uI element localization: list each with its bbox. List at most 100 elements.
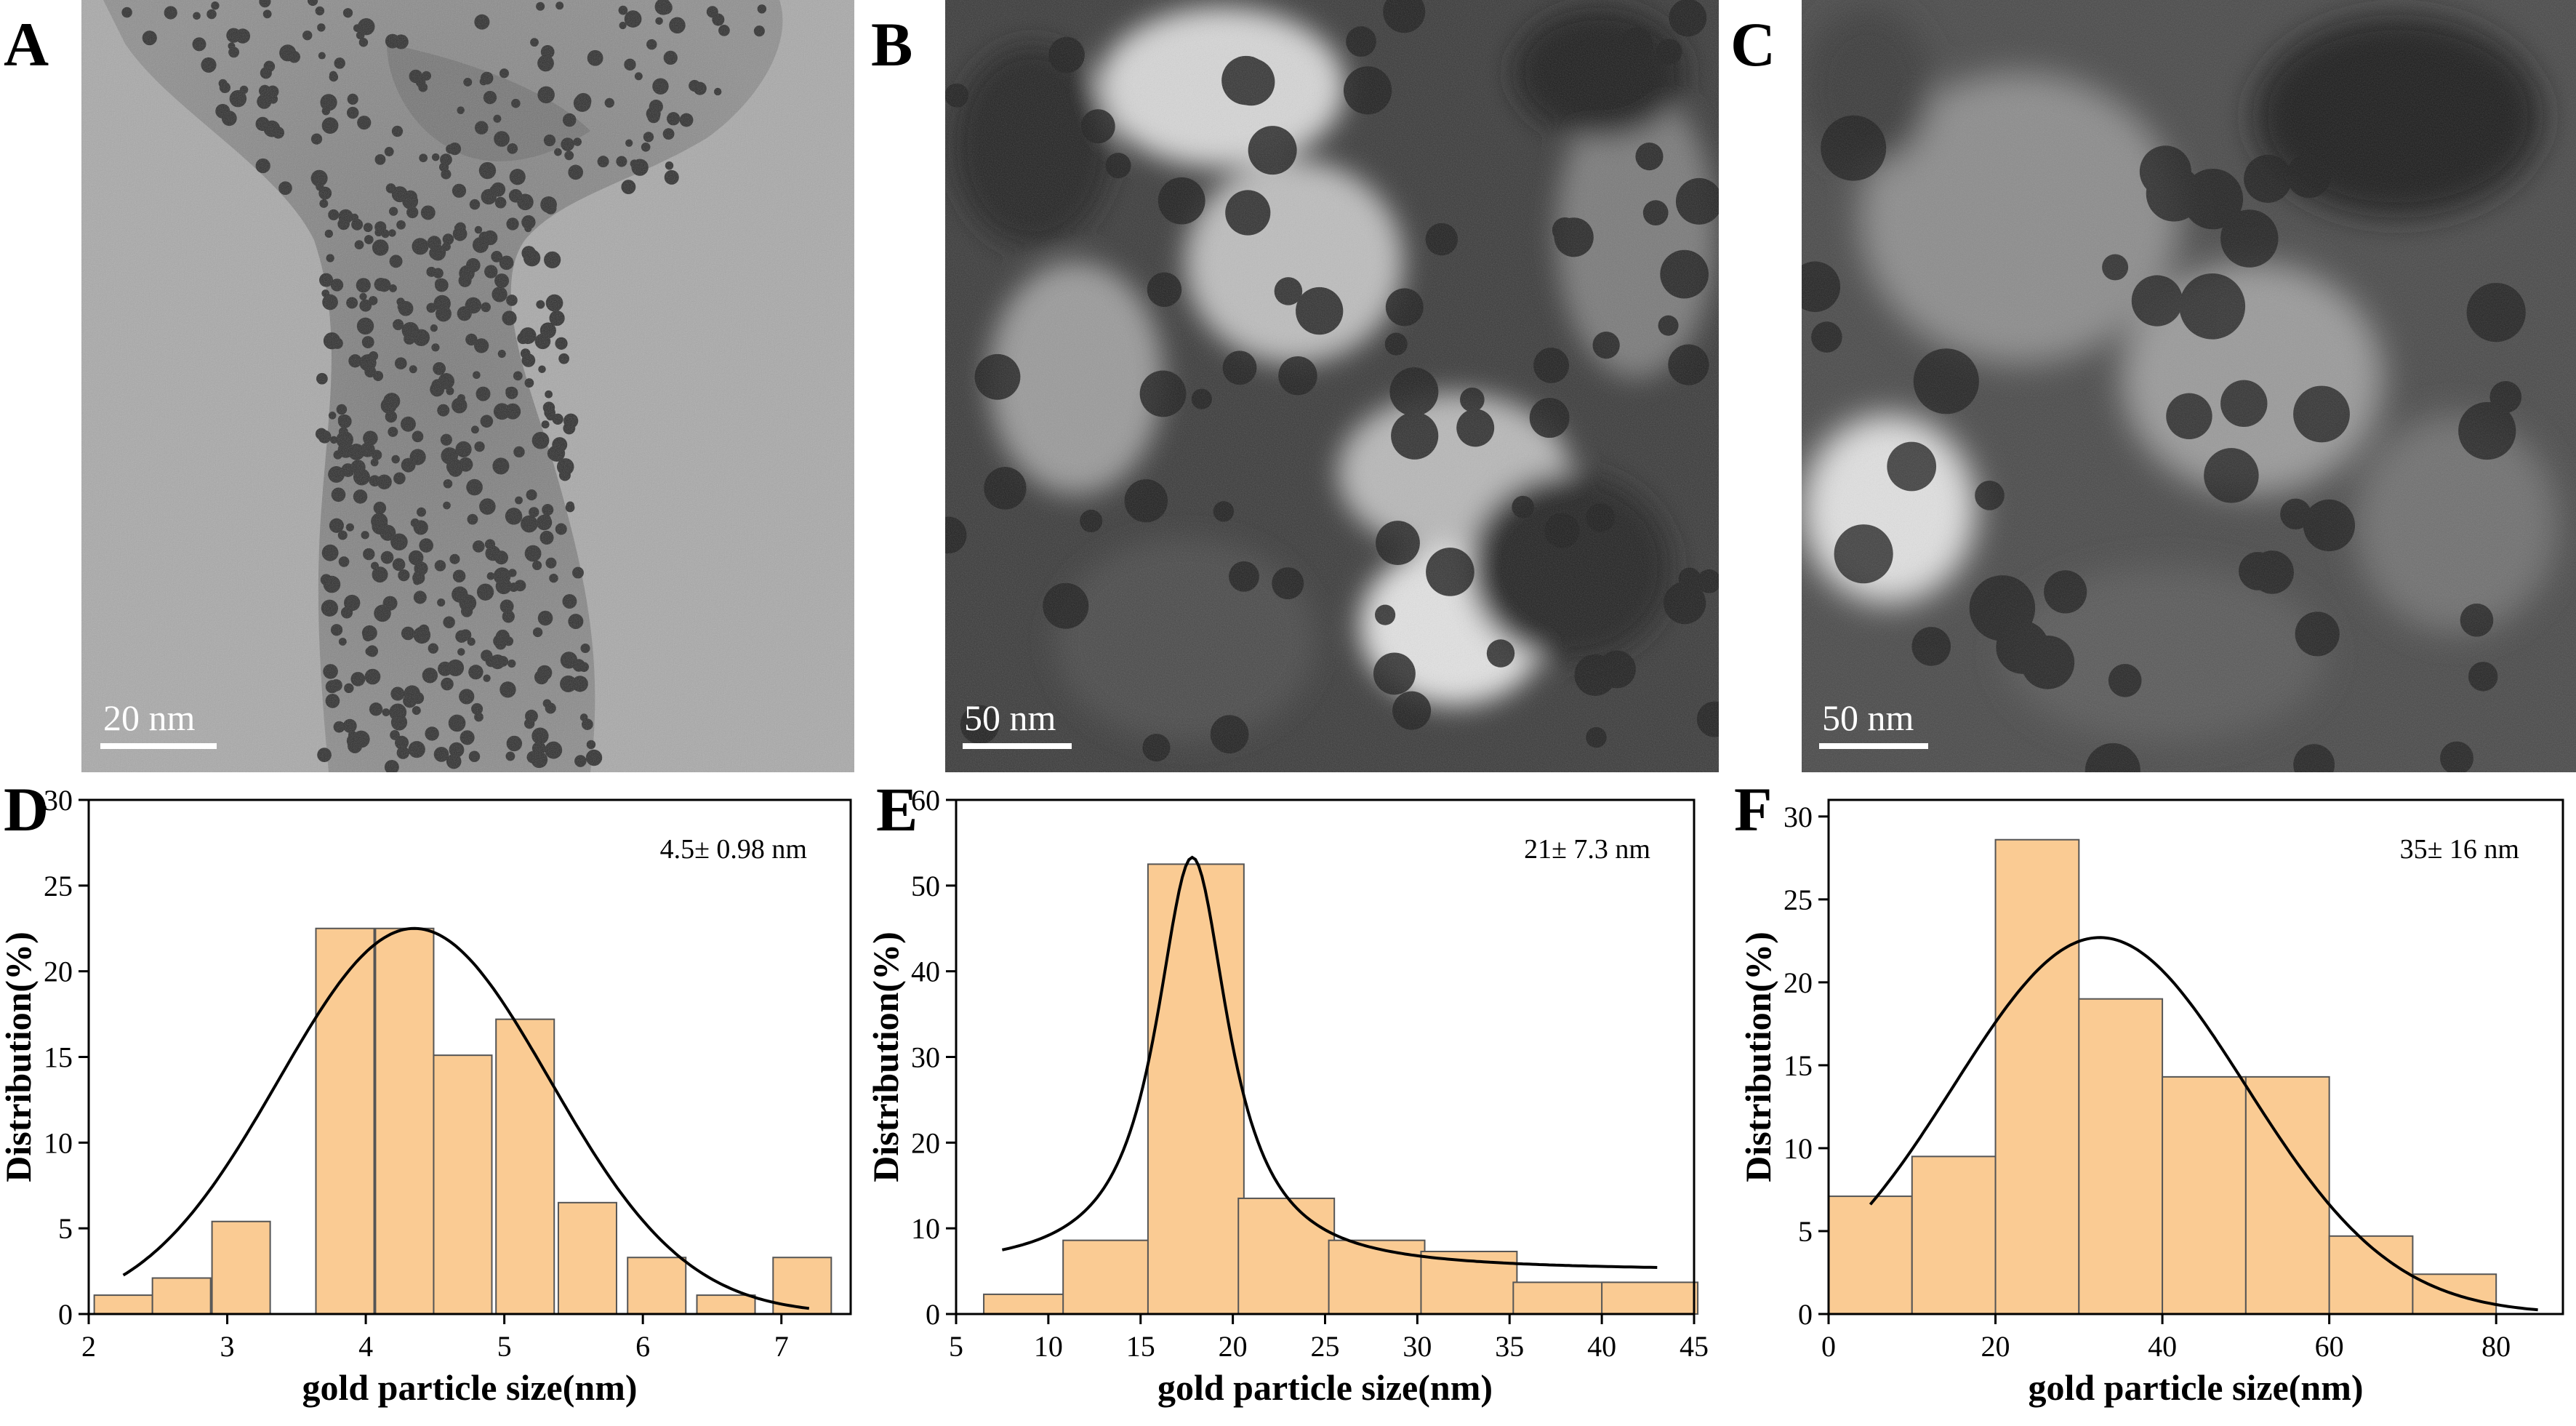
chart-f-bar-3 — [2078, 998, 2164, 1315]
chart-d-ylabel: Distribution(%) — [0, 932, 39, 1182]
chart-e-xtick-label-2: 15 — [1126, 1330, 1155, 1363]
chart-f-svg: 0 20 40 60 80 0 5 10 15 20 25 30 gold particle size(… — [1738, 798, 2564, 1408]
chart-d-ytick-label-5: 25 — [44, 870, 73, 902]
chart-f-bar-4 — [2162, 1075, 2247, 1315]
chart-f-xtick-label-1: 20 — [1981, 1330, 2010, 1363]
chart-e-bar-6 — [1512, 1281, 1610, 1315]
chart-f-bar-5 — [2244, 1075, 2330, 1315]
chart-d-ytick-label-1: 5 — [58, 1212, 73, 1245]
chart-f-xlabel: gold particle size(nm) — [2028, 1367, 2363, 1408]
chart-e-bar-4 — [1328, 1239, 1426, 1315]
chart-f-xtick-label-4: 80 — [2481, 1330, 2511, 1363]
panel-letter-c: C — [1730, 9, 1776, 79]
chart-d-bar-5 — [433, 1054, 493, 1315]
chart-d-svg: 2 3 4 5 6 7 0 5 10 15 20 25 30 gold particle size(nm)… — [0, 784, 852, 1408]
chart-d-bar-1 — [151, 1277, 212, 1315]
panel-letter-b: B — [871, 9, 913, 79]
chart-f-bar-2 — [1994, 838, 2080, 1315]
chart-e-annotation: 21± 7.3 nm — [1524, 834, 1650, 865]
chart-f-frame — [1827, 798, 2564, 1315]
chart-e-xtick-label-6: 35 — [1495, 1330, 1524, 1363]
chart-d-ytick-label-3: 15 — [44, 1041, 73, 1074]
chart-e-xtick-label-4: 25 — [1311, 1330, 1340, 1363]
micrograph-a: 20 nm — [81, 0, 854, 772]
scalebar-label-a: 20 nm — [103, 697, 196, 738]
chart-f-xtick-label-0: 0 — [1821, 1330, 1836, 1363]
chart-e-svg: 5 10 15 20 25 30 35 40 45 0 10 20 30 40 50 60 gold parti… — [865, 784, 1709, 1408]
chart-e-xtick-label-3: 20 — [1219, 1330, 1248, 1363]
chart-e-bar-2 — [1147, 863, 1245, 1315]
chart-f-bar-6 — [2328, 1235, 2414, 1315]
chart-f-ytick-label-5: 25 — [1783, 884, 1813, 916]
chart-d-bar-6 — [495, 1018, 555, 1315]
chart-d-ytick-label-4: 20 — [44, 956, 73, 988]
micrograph-a-image — [81, 0, 854, 772]
chart-e: 5 10 15 20 25 30 35 40 45 0 10 20 30 40 50 60 gold parti… — [858, 772, 1723, 1422]
chart-d-xtick-label-3: 5 — [497, 1330, 512, 1363]
chart-e-ytick-label-0: 0 — [926, 1298, 940, 1331]
chart-d-xtick-label-4: 6 — [635, 1330, 650, 1363]
chart-f-ytick-label-4: 20 — [1783, 966, 1813, 999]
chart-d-fit-curve — [122, 926, 810, 1310]
chart-f-bar-0 — [1828, 1195, 1913, 1315]
chart-f-ytick-label-6: 30 — [1783, 801, 1813, 833]
chart-d-ytick-label-6: 30 — [44, 784, 73, 817]
chart-d-xlabel: gold particle size(nm) — [302, 1367, 637, 1408]
chart-e-bar-3 — [1237, 1197, 1336, 1315]
scalebar-line-c — [1819, 743, 1928, 749]
chart-d-xtick-label-5: 7 — [774, 1330, 789, 1363]
chart-d-bar-9 — [696, 1294, 756, 1315]
chart-e-ytick-label-6: 60 — [911, 784, 940, 817]
chart-d-bar-4 — [374, 927, 435, 1315]
chart-d-bar-3 — [315, 927, 375, 1315]
chart-e-xtick-label-7: 40 — [1587, 1330, 1616, 1363]
chart-e-bar-7 — [1601, 1281, 1699, 1315]
chart-d-bar-0 — [93, 1294, 153, 1315]
chart-d-xtick-label-1: 3 — [220, 1330, 235, 1363]
micrograph-c: 50 nm — [1802, 0, 2576, 772]
chart-f-ytick-label-2: 10 — [1783, 1132, 1813, 1165]
micrograph-b: 50 nm — [945, 0, 1719, 772]
chart-f-bar-1 — [1911, 1155, 1997, 1315]
chart-d-xtick-label-0: 2 — [81, 1330, 96, 1363]
chart-d-bar-8 — [627, 1257, 687, 1315]
chart-f-fit-curve — [1869, 936, 2538, 1312]
chart-e-ytick-label-4: 40 — [911, 956, 940, 988]
panel-letter-a: A — [4, 9, 49, 79]
chart-e-ylabel: Distribution(%) — [865, 932, 906, 1182]
scalebar-label-c: 50 nm — [1822, 697, 1914, 738]
chart-e-ytick-label-3: 30 — [911, 1041, 940, 1074]
chart-f-annotation: 35± 16 nm — [2400, 834, 2519, 865]
chart-e-ytick-label-1: 10 — [911, 1212, 940, 1245]
chart-e-fit-curve — [1001, 855, 1658, 1269]
chart-e-bar-1 — [1062, 1239, 1160, 1315]
panel-letter-f: F — [1734, 774, 1773, 844]
chart-f: 0 20 40 60 80 0 5 10 15 20 25 30 gold particle size(… — [1723, 772, 2576, 1422]
scalebar-line-a — [100, 743, 217, 749]
chart-e-xtick-label-1: 10 — [1034, 1330, 1063, 1363]
chart-d-annotation: 4.5± 0.98 nm — [660, 834, 807, 865]
panel-letter-d: D — [4, 774, 49, 844]
chart-f-ytick-label-3: 15 — [1783, 1049, 1813, 1082]
chart-d-ytick-label-0: 0 — [58, 1298, 73, 1331]
chart-e-xlabel: gold particle size(nm) — [1157, 1367, 1493, 1408]
chart-d-xtick-label-2: 4 — [358, 1330, 373, 1363]
chart-e-xtick-label-0: 5 — [949, 1330, 963, 1363]
chart-f-ytick-label-0: 0 — [1798, 1298, 1813, 1331]
chart-d: 2 3 4 5 6 7 0 5 10 15 20 25 30 gold particle size(nm)… — [0, 772, 858, 1422]
micrograph-c-image — [1802, 0, 2576, 772]
chart-f-xtick-label-3: 60 — [2315, 1330, 2344, 1363]
chart-e-xtick-label-5: 30 — [1403, 1330, 1432, 1363]
chart-f-xtick-label-2: 40 — [2148, 1330, 2177, 1363]
panel-letter-e: E — [876, 774, 918, 844]
chart-f-ytick-label-1: 5 — [1798, 1215, 1813, 1248]
chart-e-xtick-label-8: 45 — [1680, 1330, 1709, 1363]
micrograph-b-image — [945, 0, 1719, 772]
chart-d-ytick-label-2: 10 — [44, 1126, 73, 1159]
scalebar-line-b — [963, 743, 1072, 749]
chart-e-ytick-label-2: 20 — [911, 1126, 940, 1159]
chart-f-ylabel: Distribution(%) — [1738, 932, 1778, 1182]
scalebar-label-b: 50 nm — [964, 697, 1056, 738]
chart-d-bar-2 — [211, 1220, 271, 1315]
chart-e-ytick-label-5: 50 — [911, 870, 940, 902]
